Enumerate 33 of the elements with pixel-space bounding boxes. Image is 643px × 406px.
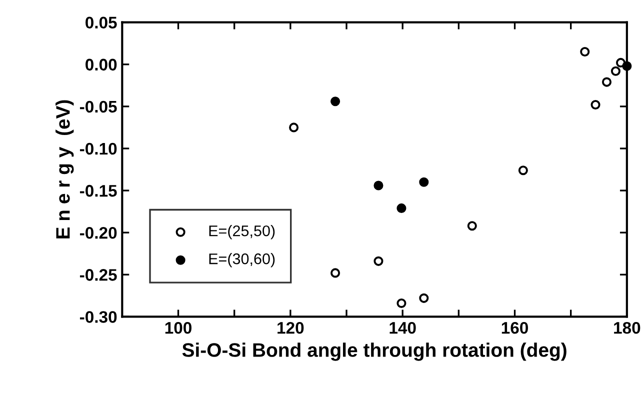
y-tick-label: -0.05 <box>80 100 117 113</box>
point <box>419 293 429 303</box>
y-tick-label: -0.25 <box>80 269 117 281</box>
y-tick-label: 0.05 <box>86 16 117 29</box>
point <box>374 180 384 190</box>
x-tick-label: 160 <box>502 322 528 334</box>
x-tick-label: 180 <box>614 322 640 334</box>
x-axis-title: Si-O-Si Bond angle through rotation (deg) <box>182 342 566 361</box>
legend-label: E=(25,50) <box>209 225 275 240</box>
point <box>396 298 406 308</box>
x-tick-label: 120 <box>278 322 304 334</box>
point <box>602 77 612 87</box>
y-tick-label: -0.10 <box>80 142 117 155</box>
point <box>289 122 299 132</box>
point <box>580 46 590 57</box>
y-tick-label: -0.20 <box>80 226 117 239</box>
point <box>330 268 340 278</box>
x-tick-label: 140 <box>390 322 416 334</box>
y-axis-title: E n e r g y (eV) <box>56 100 74 238</box>
point <box>419 177 429 187</box>
y-tick-label: 0.00 <box>86 58 117 71</box>
point <box>330 96 340 106</box>
y-tick-label: -0.30 <box>80 311 117 323</box>
point <box>396 203 406 213</box>
legend-label: E=(30,60) <box>209 253 275 268</box>
point <box>622 61 632 71</box>
point <box>374 256 384 266</box>
point <box>467 221 477 231</box>
point <box>518 166 528 176</box>
x-tick-label: 100 <box>165 322 192 334</box>
point <box>590 100 600 110</box>
y-tick-label: -0.15 <box>80 184 117 197</box>
point <box>610 66 620 76</box>
